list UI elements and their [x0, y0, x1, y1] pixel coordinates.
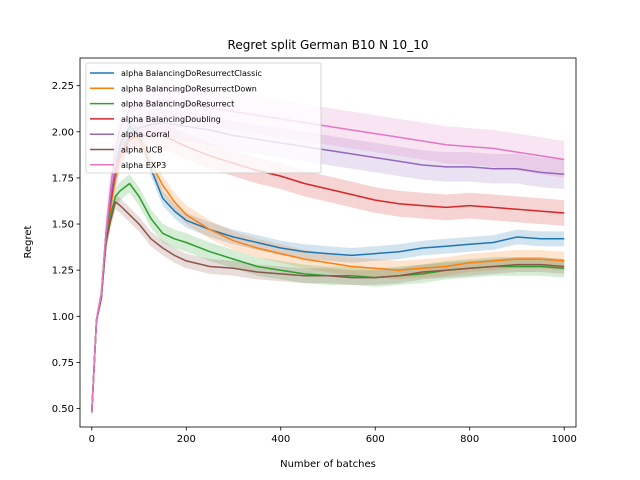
- y-tick-label: 2.00: [52, 127, 74, 138]
- x-tick-label: 400: [271, 434, 290, 445]
- y-axis-label: Regret: [23, 225, 34, 258]
- x-tick-label: 1000: [551, 434, 576, 445]
- x-tick-label: 0: [89, 434, 95, 445]
- y-tick-label: 1.75: [52, 173, 74, 184]
- y-tick-label: 1.00: [52, 312, 74, 323]
- band-alpha-balancingdoubling: [91, 122, 565, 418]
- x-axis-label: Number of batches: [280, 459, 376, 470]
- x-tick-label: 600: [366, 434, 385, 445]
- y-tick-label: 1.25: [52, 266, 74, 277]
- plot-frame: [79, 57, 577, 428]
- x-tick-label: 800: [460, 434, 479, 445]
- chart-title: Regret split German B10 N 10_10: [228, 38, 429, 52]
- x-axis-ticks: 0 200 400 600 800 1000: [89, 427, 577, 445]
- y-tick-label: 0.50: [52, 404, 74, 415]
- band-alpha-balancingdoresurrectdown: [91, 128, 565, 416]
- legend-label-alpha-balancingdoresurrect: alpha BalancingDoResurrect: [121, 100, 234, 109]
- line-alpha-balancingdoresurrectdown: [91, 136, 565, 413]
- legend-label-alpha-balancingdoubling: alpha BalancingDoubling: [121, 115, 221, 124]
- legend-label-alpha-balancingdoresurrectdown: alpha BalancingDoResurrectDown: [121, 84, 257, 93]
- line-alpha-ucb: [91, 201, 565, 413]
- y-tick-label: 2.25: [52, 81, 74, 92]
- band-alpha-balancingdoresurrect: [91, 174, 565, 416]
- y-tick-label: 0.75: [52, 358, 74, 369]
- legend-label-alpha-ucb: alpha UCB: [121, 146, 163, 155]
- legend-label-alpha-balancingdoresurrectclassic: alpha BalancingDoResurrectClassic: [121, 69, 262, 78]
- y-tick-label: 1.50: [52, 220, 74, 231]
- legend: alpha BalancingDoResurrectClassic alpha B…: [85, 62, 322, 174]
- legend-box: [85, 62, 322, 174]
- y-axis-ticks: 0.50 0.75 1.00 1.25 1.50 1.75 2.00 2.25: [52, 81, 80, 415]
- legend-label-alpha-exp3: alpha EXP3: [121, 161, 166, 170]
- x-tick-label: 200: [177, 434, 196, 445]
- legend-label-alpha-corral: alpha Corral: [121, 130, 170, 139]
